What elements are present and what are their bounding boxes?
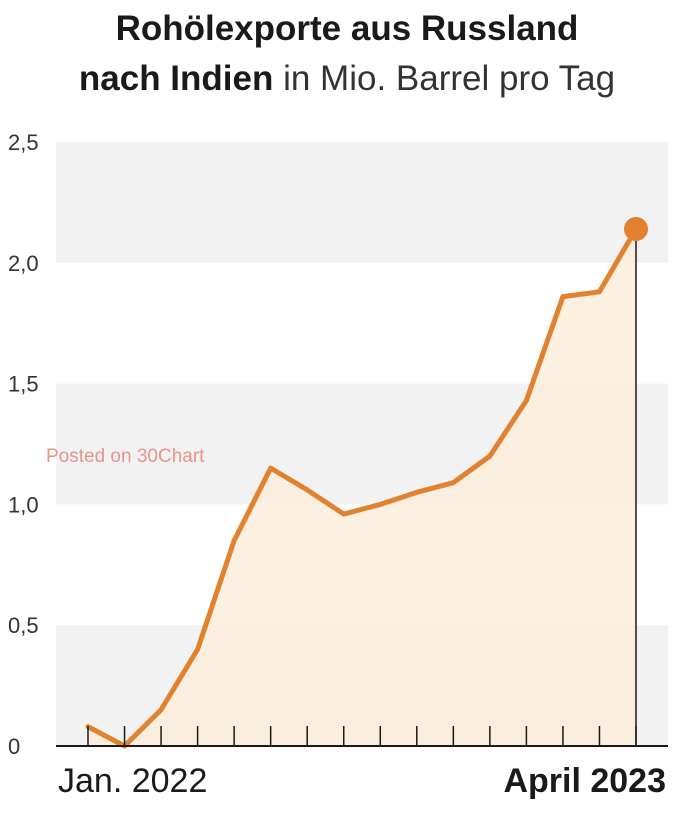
- grid-band: [56, 142, 668, 263]
- y-tick-label: 1,5: [8, 372, 39, 397]
- area-fill: [88, 228, 636, 746]
- data-points: [624, 216, 648, 241]
- data-point-last: [624, 216, 648, 241]
- y-tick-label: 0: [8, 734, 20, 759]
- y-tick-label: 0,5: [8, 613, 39, 638]
- x-label-last: April 2023: [503, 762, 666, 800]
- title-line-2: nach Indien in Mio. Barrel pro Tag: [0, 54, 694, 104]
- y-tick-label: 2,5: [8, 130, 39, 155]
- y-tick-label: 1,0: [8, 492, 39, 517]
- title-unit: in Mio. Barrel pro Tag: [273, 59, 616, 98]
- title-line-1: Rohölexporte aus Russland: [0, 4, 694, 54]
- x-label-first: Jan. 2022: [58, 762, 207, 800]
- title-bold-line2: nach Indien: [78, 59, 274, 98]
- title-bold-line1: Rohölexporte aus Russland: [115, 9, 579, 48]
- chart-title: Rohölexporte aus Russland nach Indien in…: [0, 4, 694, 104]
- y-tick-label: 2,0: [8, 251, 39, 276]
- watermark-text: Posted on 30Chart: [46, 446, 205, 467]
- y-axis-labels: 0 0,5 1,0 1,5 2,0 2,5: [8, 130, 39, 759]
- x-axis-ticks: [87, 726, 637, 746]
- series-line: [85, 226, 639, 749]
